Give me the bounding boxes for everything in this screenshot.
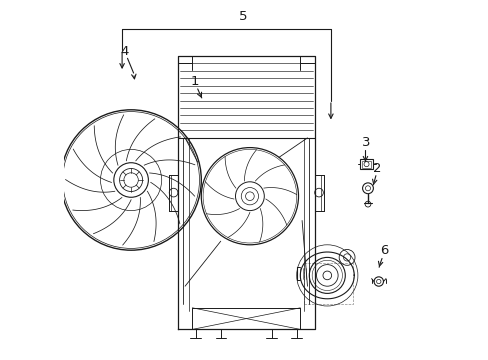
Bar (360, 159, 372, 169)
Text: 5: 5 (238, 10, 246, 23)
Text: 2: 2 (372, 162, 381, 175)
Text: 1: 1 (190, 75, 199, 88)
Text: 6: 6 (380, 244, 388, 257)
Text: 3: 3 (362, 136, 370, 149)
Text: 4: 4 (121, 45, 129, 58)
Bar (361, 161, 370, 168)
